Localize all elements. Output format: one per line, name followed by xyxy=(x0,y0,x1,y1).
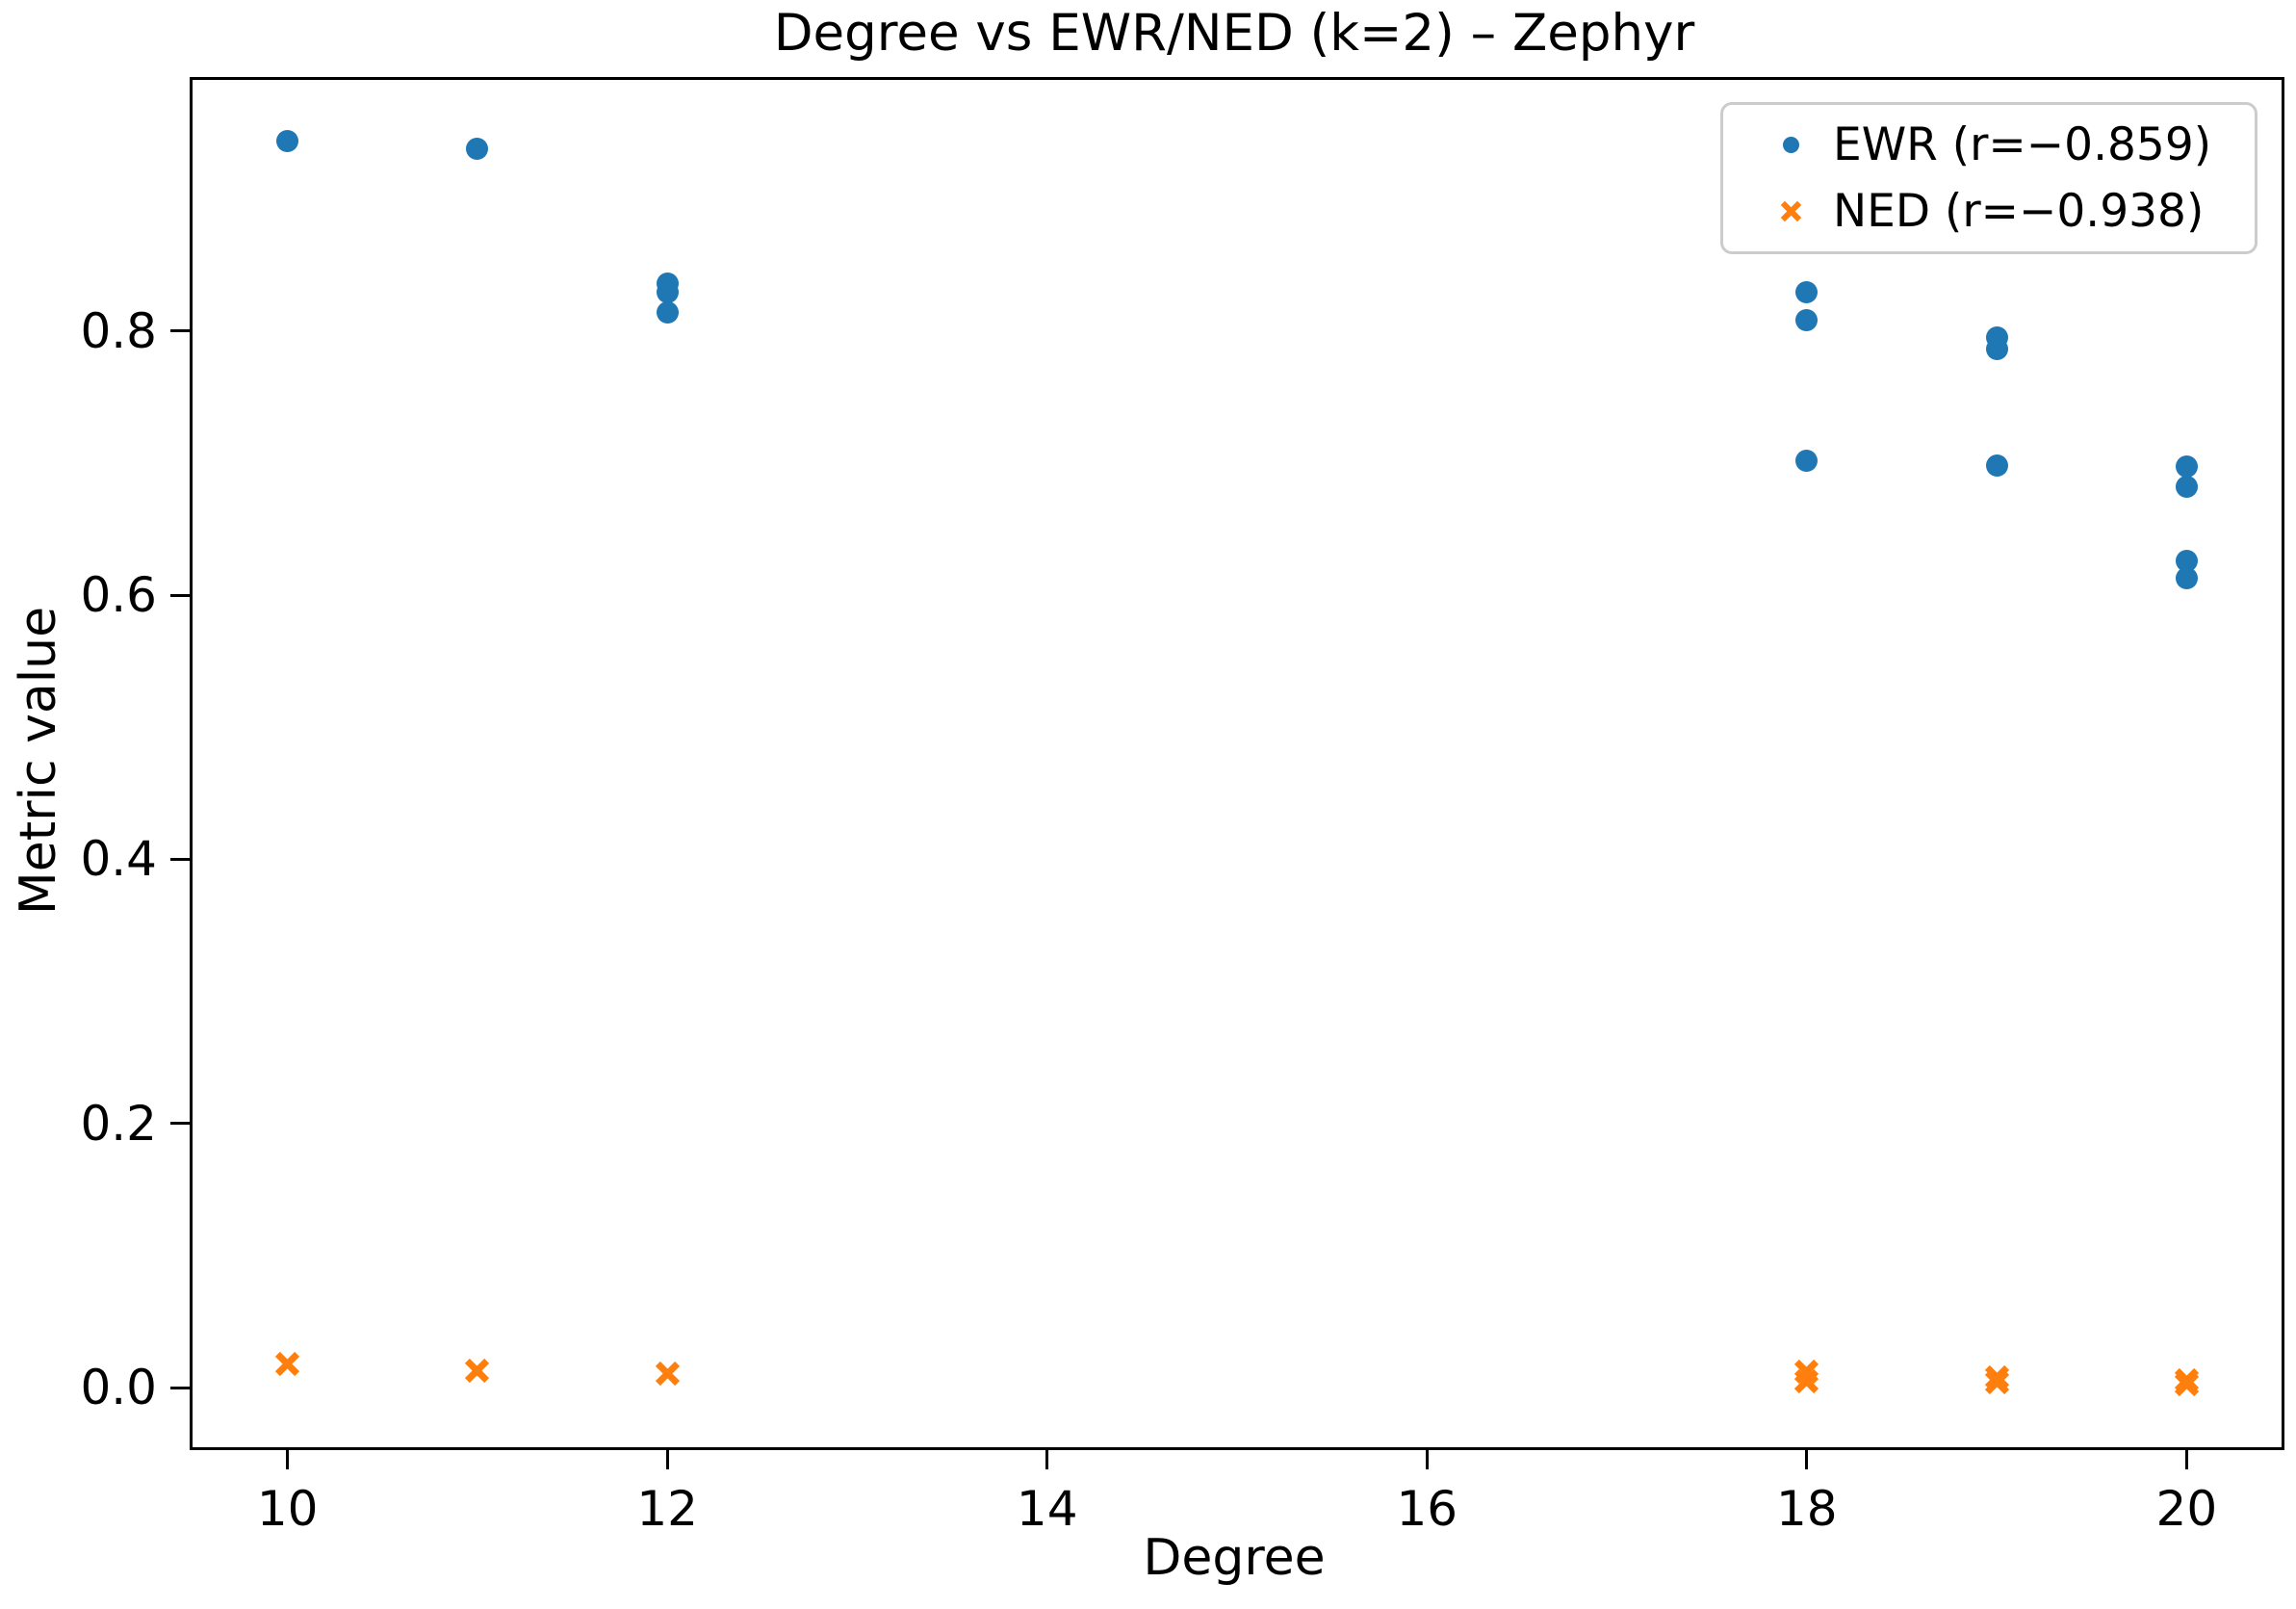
scatter-point-ned xyxy=(2174,1371,2199,1396)
x-tick-mark xyxy=(1805,1450,1809,1469)
scatter-point-ned xyxy=(275,1351,300,1377)
y-tick-mark xyxy=(170,329,190,333)
chart-title: Degree vs EWR/NED (k=2) – Zephyr xyxy=(773,4,1695,63)
x-tick-label: 14 xyxy=(1016,1481,1078,1537)
ewr-circle-marker-icon xyxy=(1782,137,1799,153)
legend-row-ned: NED (r=−0.938) xyxy=(1760,185,2255,238)
legend-marker-cell xyxy=(1760,137,1821,153)
scatter-point-ewr xyxy=(2175,455,2198,479)
x-axis-label: Degree xyxy=(1143,1529,1326,1587)
scatter-point-ewr xyxy=(466,137,489,160)
scatter-point-ewr xyxy=(1795,309,1819,332)
plot-area xyxy=(190,77,2284,1450)
scatter-point-ewr xyxy=(276,129,299,152)
legend-marker-cell xyxy=(1760,200,1821,222)
x-tick-mark xyxy=(2184,1450,2188,1469)
scatter-point-ewr xyxy=(1985,454,2008,478)
legend-row-ewr: EWR (r=−0.859) xyxy=(1760,118,2255,171)
y-tick-label: 0.8 xyxy=(80,302,157,359)
scatter-point-ned xyxy=(465,1358,490,1384)
scatter-point-ewr xyxy=(2175,549,2198,572)
scatter-point-ewr xyxy=(656,300,679,324)
scatter-point-ewr xyxy=(2175,566,2198,589)
x-tick-mark xyxy=(1425,1450,1429,1469)
scatter-point-ewr xyxy=(1795,281,1819,304)
y-tick-label: 0.6 xyxy=(80,567,157,624)
x-tick-label: 12 xyxy=(636,1481,698,1537)
scatter-point-ewr xyxy=(1795,449,1819,472)
ned-x-marker-icon xyxy=(1780,200,1801,222)
y-tick-label: 0.0 xyxy=(80,1360,157,1416)
scatter-point-ewr xyxy=(2175,476,2198,499)
scatter-point-ned xyxy=(1984,1370,2009,1395)
y-tick-mark xyxy=(170,1122,190,1126)
x-tick-label: 20 xyxy=(2155,1481,2218,1537)
x-tick-label: 16 xyxy=(1396,1481,1458,1537)
x-tick-mark xyxy=(286,1450,290,1469)
legend: EWR (r=−0.859) NED (r=−0.938) xyxy=(1720,102,2257,254)
y-tick-mark xyxy=(170,857,190,861)
x-tick-label: 18 xyxy=(1776,1481,1838,1537)
legend-label-ewr: EWR (r=−0.859) xyxy=(1833,118,2212,171)
legend-label-ned: NED (r=−0.938) xyxy=(1833,185,2205,238)
scatter-point-ned xyxy=(655,1361,680,1386)
y-tick-label: 0.2 xyxy=(80,1095,157,1152)
x-tick-mark xyxy=(1045,1450,1049,1469)
scatter-point-ned xyxy=(1984,1364,2009,1389)
scatter-point-ewr xyxy=(1985,338,2008,361)
y-tick-mark xyxy=(170,593,190,597)
y-tick-label: 0.4 xyxy=(80,831,157,888)
x-tick-mark xyxy=(665,1450,669,1469)
scatter-point-ned xyxy=(1794,1368,1819,1393)
x-tick-label: 10 xyxy=(256,1481,319,1537)
y-tick-mark xyxy=(170,1386,190,1389)
y-axis-label-text: Metric value xyxy=(10,606,67,916)
scatter-point-ewr xyxy=(656,281,679,304)
